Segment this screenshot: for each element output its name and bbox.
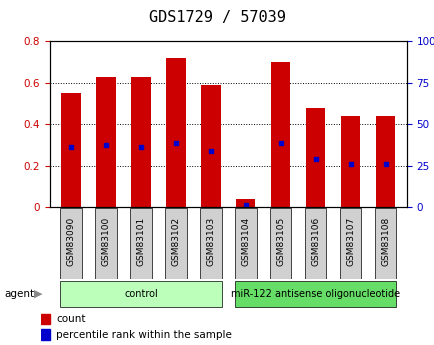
FancyBboxPatch shape xyxy=(95,208,116,279)
FancyBboxPatch shape xyxy=(339,208,361,279)
FancyBboxPatch shape xyxy=(235,281,395,307)
Text: miR-122 antisense oligonucleotide: miR-122 antisense oligonucleotide xyxy=(231,288,399,298)
Text: GSM83105: GSM83105 xyxy=(276,217,285,266)
Text: GSM83090: GSM83090 xyxy=(66,217,76,266)
Text: GSM83103: GSM83103 xyxy=(206,217,215,266)
Bar xyxy=(201,85,220,207)
FancyBboxPatch shape xyxy=(130,208,151,279)
Bar xyxy=(375,116,395,207)
Bar xyxy=(96,77,115,207)
Text: GSM83106: GSM83106 xyxy=(311,217,319,266)
FancyBboxPatch shape xyxy=(374,208,395,279)
Text: GSM83101: GSM83101 xyxy=(136,217,145,266)
Bar xyxy=(270,62,290,207)
Bar xyxy=(41,314,50,324)
Text: agent: agent xyxy=(4,289,34,299)
FancyBboxPatch shape xyxy=(270,208,291,279)
FancyBboxPatch shape xyxy=(235,208,256,279)
Bar xyxy=(131,77,150,207)
Text: GDS1729 / 57039: GDS1729 / 57039 xyxy=(149,10,285,25)
Bar xyxy=(41,329,50,340)
Text: control: control xyxy=(124,288,158,298)
FancyBboxPatch shape xyxy=(200,208,221,279)
Bar xyxy=(166,58,185,207)
Text: percentile rank within the sample: percentile rank within the sample xyxy=(56,330,231,340)
FancyBboxPatch shape xyxy=(165,208,186,279)
Text: GSM83107: GSM83107 xyxy=(345,217,355,266)
Text: GSM83108: GSM83108 xyxy=(380,217,389,266)
Text: count: count xyxy=(56,314,85,324)
Bar xyxy=(340,116,359,207)
Text: GSM83104: GSM83104 xyxy=(241,217,250,266)
FancyBboxPatch shape xyxy=(304,208,326,279)
Text: ▶: ▶ xyxy=(33,289,42,299)
Text: GSM83100: GSM83100 xyxy=(101,217,110,266)
Bar xyxy=(61,93,80,207)
Text: GSM83102: GSM83102 xyxy=(171,217,180,266)
Bar xyxy=(306,108,325,207)
FancyBboxPatch shape xyxy=(60,208,82,279)
Bar xyxy=(236,199,255,207)
FancyBboxPatch shape xyxy=(60,281,221,307)
